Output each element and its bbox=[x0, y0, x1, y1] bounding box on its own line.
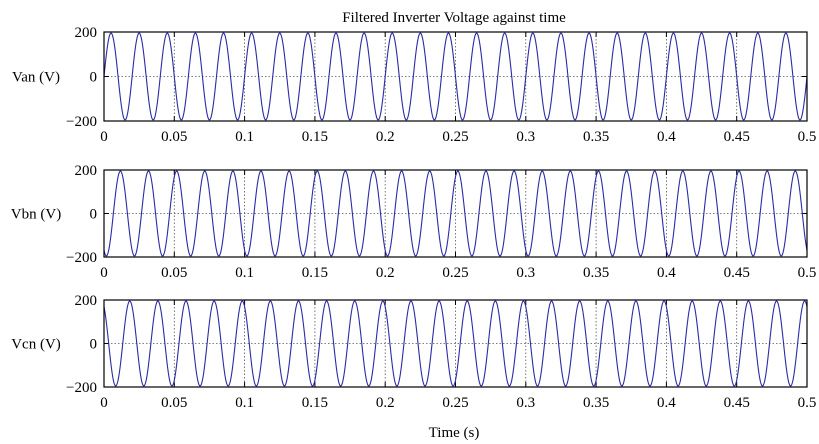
y-axis-label: Vbn (V) bbox=[11, 207, 61, 223]
x-tick-label: 0.35 bbox=[583, 395, 609, 411]
series-line-1 bbox=[104, 300, 807, 387]
x-tick-label: 0.3 bbox=[516, 395, 535, 411]
x-tick-label: 0.45 bbox=[724, 265, 750, 281]
x-tick-label: 0.5 bbox=[798, 129, 817, 145]
x-tick-label: 0.05 bbox=[161, 265, 187, 281]
x-tick-label: 0 bbox=[100, 265, 108, 281]
x-tick-label: 0.05 bbox=[161, 129, 187, 145]
x-tick-label: 0.25 bbox=[442, 129, 468, 145]
axes-frame bbox=[103, 299, 808, 388]
x-tick-label: 0.5 bbox=[798, 395, 817, 411]
x-tick-label: 0.4 bbox=[657, 265, 676, 281]
x-tick-label: 0.15 bbox=[302, 395, 328, 411]
x-tick-label: 0.4 bbox=[657, 129, 676, 145]
chart-title: Filtered Inverter Voltage against time bbox=[342, 10, 566, 26]
x-tick-label: 0.5 bbox=[798, 265, 817, 281]
x-tick-label: 0.3 bbox=[516, 265, 535, 281]
x-tick-label: 0 bbox=[100, 129, 108, 145]
x-tick-label: 0.1 bbox=[235, 129, 254, 145]
y-tick-label: 0 bbox=[90, 337, 98, 353]
y-tick-label: 200 bbox=[75, 163, 98, 179]
y-tick-label: −200 bbox=[66, 114, 97, 130]
series-line-1 bbox=[104, 32, 807, 121]
subplot-1: 0 0.05 0.1 0.15 0.2 0.25 0.3 0.35 0.4 0.45 0.5 200 0… bbox=[12, 25, 816, 145]
x-tick-label: 0.25 bbox=[442, 395, 468, 411]
x-tick-label: 0 bbox=[100, 395, 108, 411]
series-line-1 bbox=[104, 170, 807, 257]
x-tick-label: 0.3 bbox=[516, 129, 535, 145]
y-tick-label: 0 bbox=[90, 207, 98, 223]
x-tick-label: 0.05 bbox=[161, 395, 187, 411]
subplot-3: 0 0.05 0.1 0.15 0.2 0.25 0.3 0.35 0.4 0.45 0.5 200 0… bbox=[11, 293, 816, 411]
x-tick-label: 0.45 bbox=[724, 129, 750, 145]
x-tick-label: 0.15 bbox=[302, 265, 328, 281]
x-tick-label: 0.2 bbox=[376, 395, 395, 411]
x-tick-label: 0.45 bbox=[724, 395, 750, 411]
y-tick-label: 200 bbox=[75, 293, 98, 309]
subplots: 0 0.05 0.1 0.15 0.2 0.25 0.3 0.35 0.4 0.45 0.52000… bbox=[11, 25, 817, 411]
x-axis-label: Time (s) bbox=[429, 425, 480, 441]
x-tick-label: 0.4 bbox=[657, 395, 676, 411]
x-tick-label: 0.1 bbox=[235, 395, 254, 411]
axes-frame bbox=[103, 169, 808, 258]
x-tick-label: 0.1 bbox=[235, 265, 254, 281]
y-tick-label: −200 bbox=[66, 250, 97, 266]
x-tick-label: 0.35 bbox=[583, 265, 609, 281]
y-tick-label: 200 bbox=[75, 25, 98, 41]
y-axis-label: Vcn (V) bbox=[11, 337, 61, 353]
y-tick-label: 0 bbox=[90, 70, 98, 86]
y-axis-label: Van (V) bbox=[12, 70, 60, 86]
x-tick-label: 0.25 bbox=[442, 265, 468, 281]
x-tick-label: 0.35 bbox=[583, 129, 609, 145]
x-tick-label: 0.2 bbox=[376, 265, 395, 281]
subplot-2: 0 0.05 0.1 0.15 0.2 0.25 0.3 0.35 0.4 0.45 0.5 200 0… bbox=[11, 163, 817, 281]
axes-frame bbox=[103, 31, 808, 122]
y-tick-label: −200 bbox=[66, 380, 97, 396]
x-tick-label: 0.2 bbox=[376, 129, 395, 145]
x-tick-label: 0.15 bbox=[302, 129, 328, 145]
